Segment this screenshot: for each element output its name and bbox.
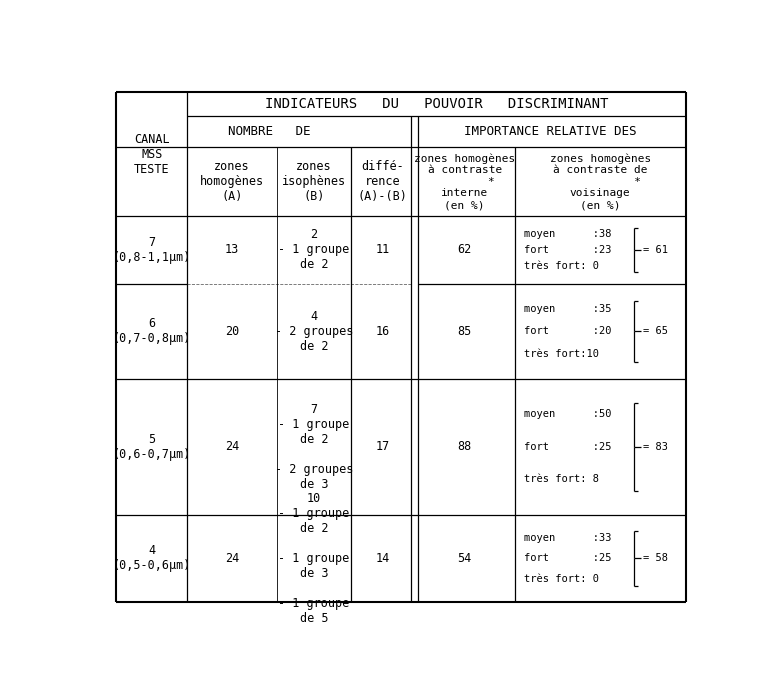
Text: 7
- 1 groupe
de 2

- 2 groupes
de 3: 7 - 1 groupe de 2 - 2 groupes de 3 [274,403,353,491]
Text: zones
isophènes
(B): zones isophènes (B) [282,160,346,203]
Text: = 83: = 83 [644,442,668,451]
Text: 54: 54 [457,552,472,565]
Text: fort       :23: fort :23 [524,245,612,255]
Text: très fort: 0: très fort: 0 [524,261,599,271]
Text: IMPORTANCE RELATIVE DES: IMPORTANCE RELATIVE DES [464,125,637,138]
Text: diffé-
rence
(A)-(B): diffé- rence (A)-(B) [358,160,408,203]
Text: 4
- 2 groupes
de 2: 4 - 2 groupes de 2 [274,310,353,353]
Text: CANAL
MSS
TESTE: CANAL MSS TESTE [134,132,170,175]
Text: zones homogènes
à contraste de
           *
voisinage
(en %): zones homogènes à contraste de * voisina… [550,153,651,210]
Text: 5
(0,6-0,7μm): 5 (0,6-0,7μm) [113,433,191,461]
Text: = 58: = 58 [644,553,668,563]
Text: 85: 85 [457,325,472,338]
Text: = 65: = 65 [644,326,668,336]
Text: zones homogènes
à contraste
        *
interne
(en %): zones homogènes à contraste * interne (e… [414,153,515,210]
Text: fort       :25: fort :25 [524,442,612,451]
Text: moyen      :33: moyen :33 [524,533,612,543]
Text: 24: 24 [225,441,239,454]
Text: 6
(0,7-0,8μm): 6 (0,7-0,8μm) [113,317,191,345]
Text: NOMBRE   DE: NOMBRE DE [228,125,310,138]
Text: moyen      :38: moyen :38 [524,228,612,239]
Text: 7
(0,8-1,1μm): 7 (0,8-1,1μm) [113,236,191,264]
Text: fort       :20: fort :20 [524,326,612,336]
Text: 2
- 1 groupe
de 2: 2 - 1 groupe de 2 [278,228,350,271]
Text: 62: 62 [457,243,472,256]
Text: 88: 88 [457,441,472,454]
Text: très fort:10: très fort:10 [524,349,599,359]
Text: 4
(0,5-0,6μm): 4 (0,5-0,6μm) [113,544,191,572]
Text: fort       :25: fort :25 [524,553,612,563]
Text: zones
homogènes
(A): zones homogènes (A) [200,160,264,203]
Text: 10
- 1 groupe
de 2

- 1 groupe
de 3

- 1 groupe
de 5: 10 - 1 groupe de 2 - 1 groupe de 3 - 1 g… [278,492,350,625]
Text: 14: 14 [376,552,390,565]
Text: moyen      :50: moyen :50 [524,409,612,419]
Text: 11: 11 [376,243,390,256]
Text: 20: 20 [225,325,239,338]
Text: très fort: 0: très fort: 0 [524,574,599,584]
Text: 17: 17 [376,441,390,454]
Text: = 61: = 61 [644,245,668,255]
Text: 24: 24 [225,552,239,565]
Text: 16: 16 [376,325,390,338]
Text: INDICATEURS   DU   POUVOIR   DISCRIMINANT: INDICATEURS DU POUVOIR DISCRIMINANT [265,97,608,111]
Text: moyen      :35: moyen :35 [524,303,612,314]
Text: 13: 13 [225,243,239,256]
Text: très fort: 8: très fort: 8 [524,474,599,484]
